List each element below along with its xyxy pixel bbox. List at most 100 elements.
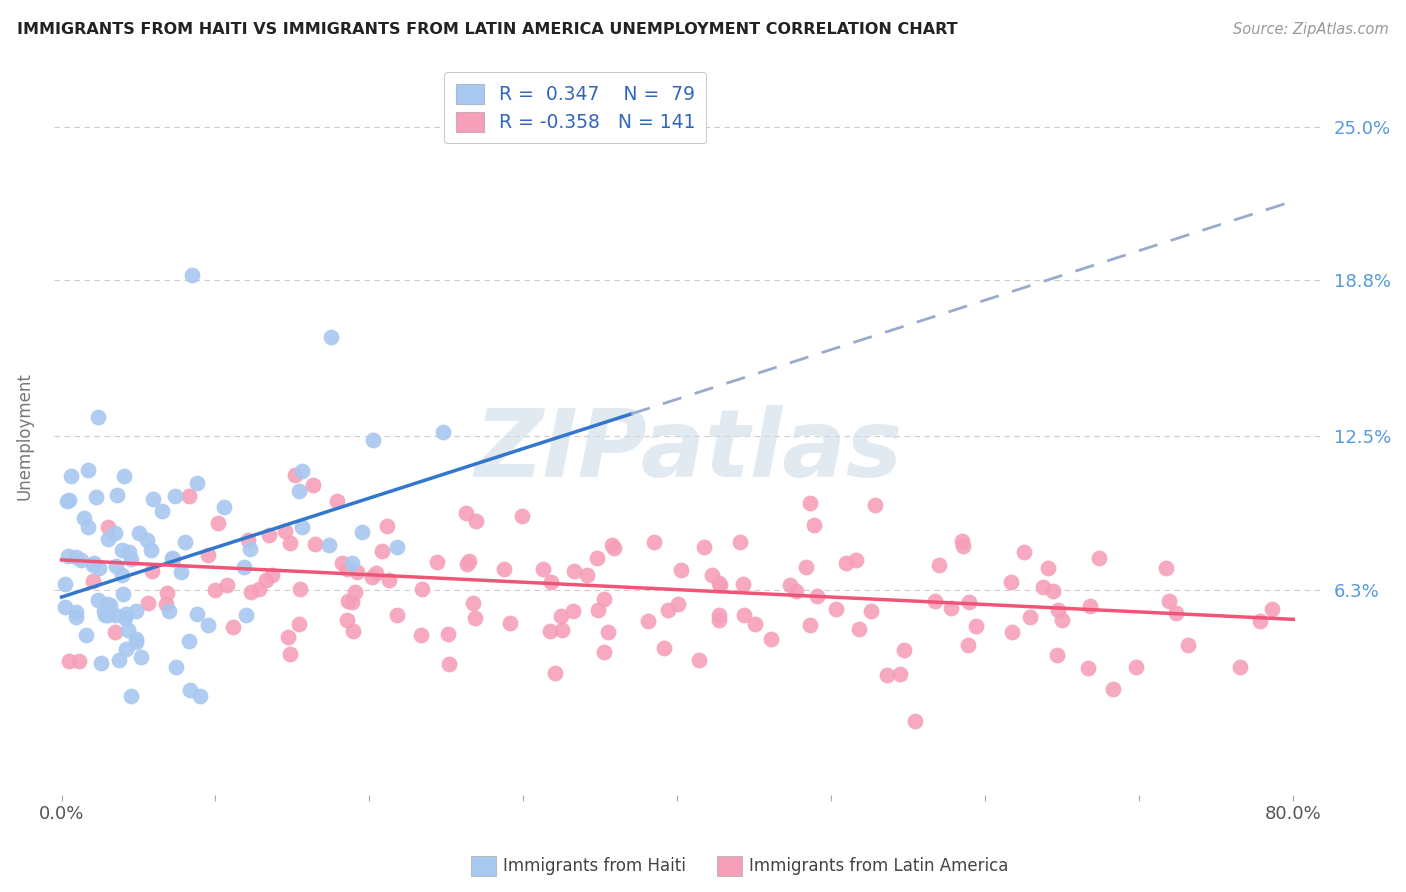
Point (860, 604, 883, 618)
Point (540, 574, 562, 589)
Point (124, 604, 146, 618)
Point (87, 410, 110, 425)
Point (456, 557, 478, 571)
Point (957, 595, 980, 609)
Point (215, 577, 238, 591)
Point (89, 561, 111, 575)
Point (709, 577, 731, 591)
Point (465, 514, 488, 528)
Point (94, 608, 117, 623)
Point (576, 567, 599, 582)
Point (876, 668, 898, 682)
Point (204, 582, 226, 597)
Point (950, 533, 973, 548)
Point (409, 628, 432, 642)
Point (454, 506, 477, 520)
Point (98, 598, 121, 612)
Point (1157, 594, 1180, 608)
Point (1036, 561, 1059, 575)
Point (492, 562, 515, 576)
Y-axis label: Unemployment: Unemployment (15, 372, 32, 500)
Point (806, 589, 828, 603)
Point (1078, 599, 1101, 614)
Point (165, 489, 187, 503)
Point (277, 630, 299, 644)
Point (458, 554, 481, 568)
Point (1229, 660, 1251, 674)
Point (96, 597, 118, 611)
Point (115, 642, 138, 657)
Point (361, 433, 384, 447)
Point (90, 656, 112, 670)
Point (538, 624, 561, 639)
Point (1012, 545, 1035, 559)
Point (411, 582, 433, 596)
Point (65, 550, 87, 565)
Point (731, 577, 754, 591)
Point (120, 552, 142, 566)
Point (799, 618, 821, 632)
Point (835, 557, 858, 571)
Point (600, 538, 623, 552)
Point (179, 682, 201, 697)
Point (114, 611, 136, 625)
Point (222, 620, 245, 634)
Point (117, 623, 139, 637)
Point (162, 551, 184, 566)
Point (378, 573, 401, 587)
Point (1046, 603, 1069, 617)
Point (197, 548, 219, 562)
Point (803, 517, 825, 532)
Point (340, 595, 363, 609)
Point (83, 556, 105, 570)
Point (53, 600, 76, 615)
Point (603, 541, 626, 555)
Point (238, 533, 260, 547)
Point (181, 268, 204, 283)
Point (693, 540, 716, 554)
Point (93, 604, 115, 618)
Point (707, 576, 730, 591)
Legend: R =  0.347    N =  79, R = -0.358   N = 141: R = 0.347 N = 79, R = -0.358 N = 141 (444, 72, 706, 144)
Point (190, 689, 212, 703)
Point (561, 604, 583, 618)
Point (350, 524, 373, 539)
Point (336, 613, 359, 627)
Point (939, 600, 962, 615)
Point (439, 657, 461, 671)
Point (586, 550, 609, 565)
Text: ZIPatlas: ZIPatlas (475, 405, 903, 497)
Point (889, 666, 911, 681)
Point (319, 330, 342, 344)
Point (326, 494, 349, 508)
Point (58, 492, 80, 507)
Point (1042, 584, 1064, 599)
Text: Source: ZipAtlas.com: Source: ZipAtlas.com (1233, 22, 1389, 37)
Point (104, 624, 127, 639)
Point (207, 516, 229, 530)
Point (436, 627, 458, 641)
Point (87, 592, 110, 607)
Point (360, 570, 382, 584)
Point (108, 653, 131, 667)
Point (56, 493, 79, 508)
Point (957, 638, 980, 652)
Point (700, 568, 723, 582)
Point (1177, 638, 1199, 652)
Point (1156, 561, 1178, 575)
Point (97, 532, 120, 546)
Point (848, 622, 870, 636)
Point (531, 562, 554, 576)
Point (596, 624, 619, 639)
Point (97, 520, 120, 534)
Point (287, 484, 309, 499)
Point (550, 623, 572, 637)
Point (1125, 660, 1147, 674)
Point (893, 642, 915, 657)
Point (1077, 661, 1099, 675)
Point (733, 607, 755, 622)
Point (214, 500, 236, 515)
Point (232, 560, 254, 574)
Point (366, 566, 388, 580)
Point (82, 574, 104, 589)
